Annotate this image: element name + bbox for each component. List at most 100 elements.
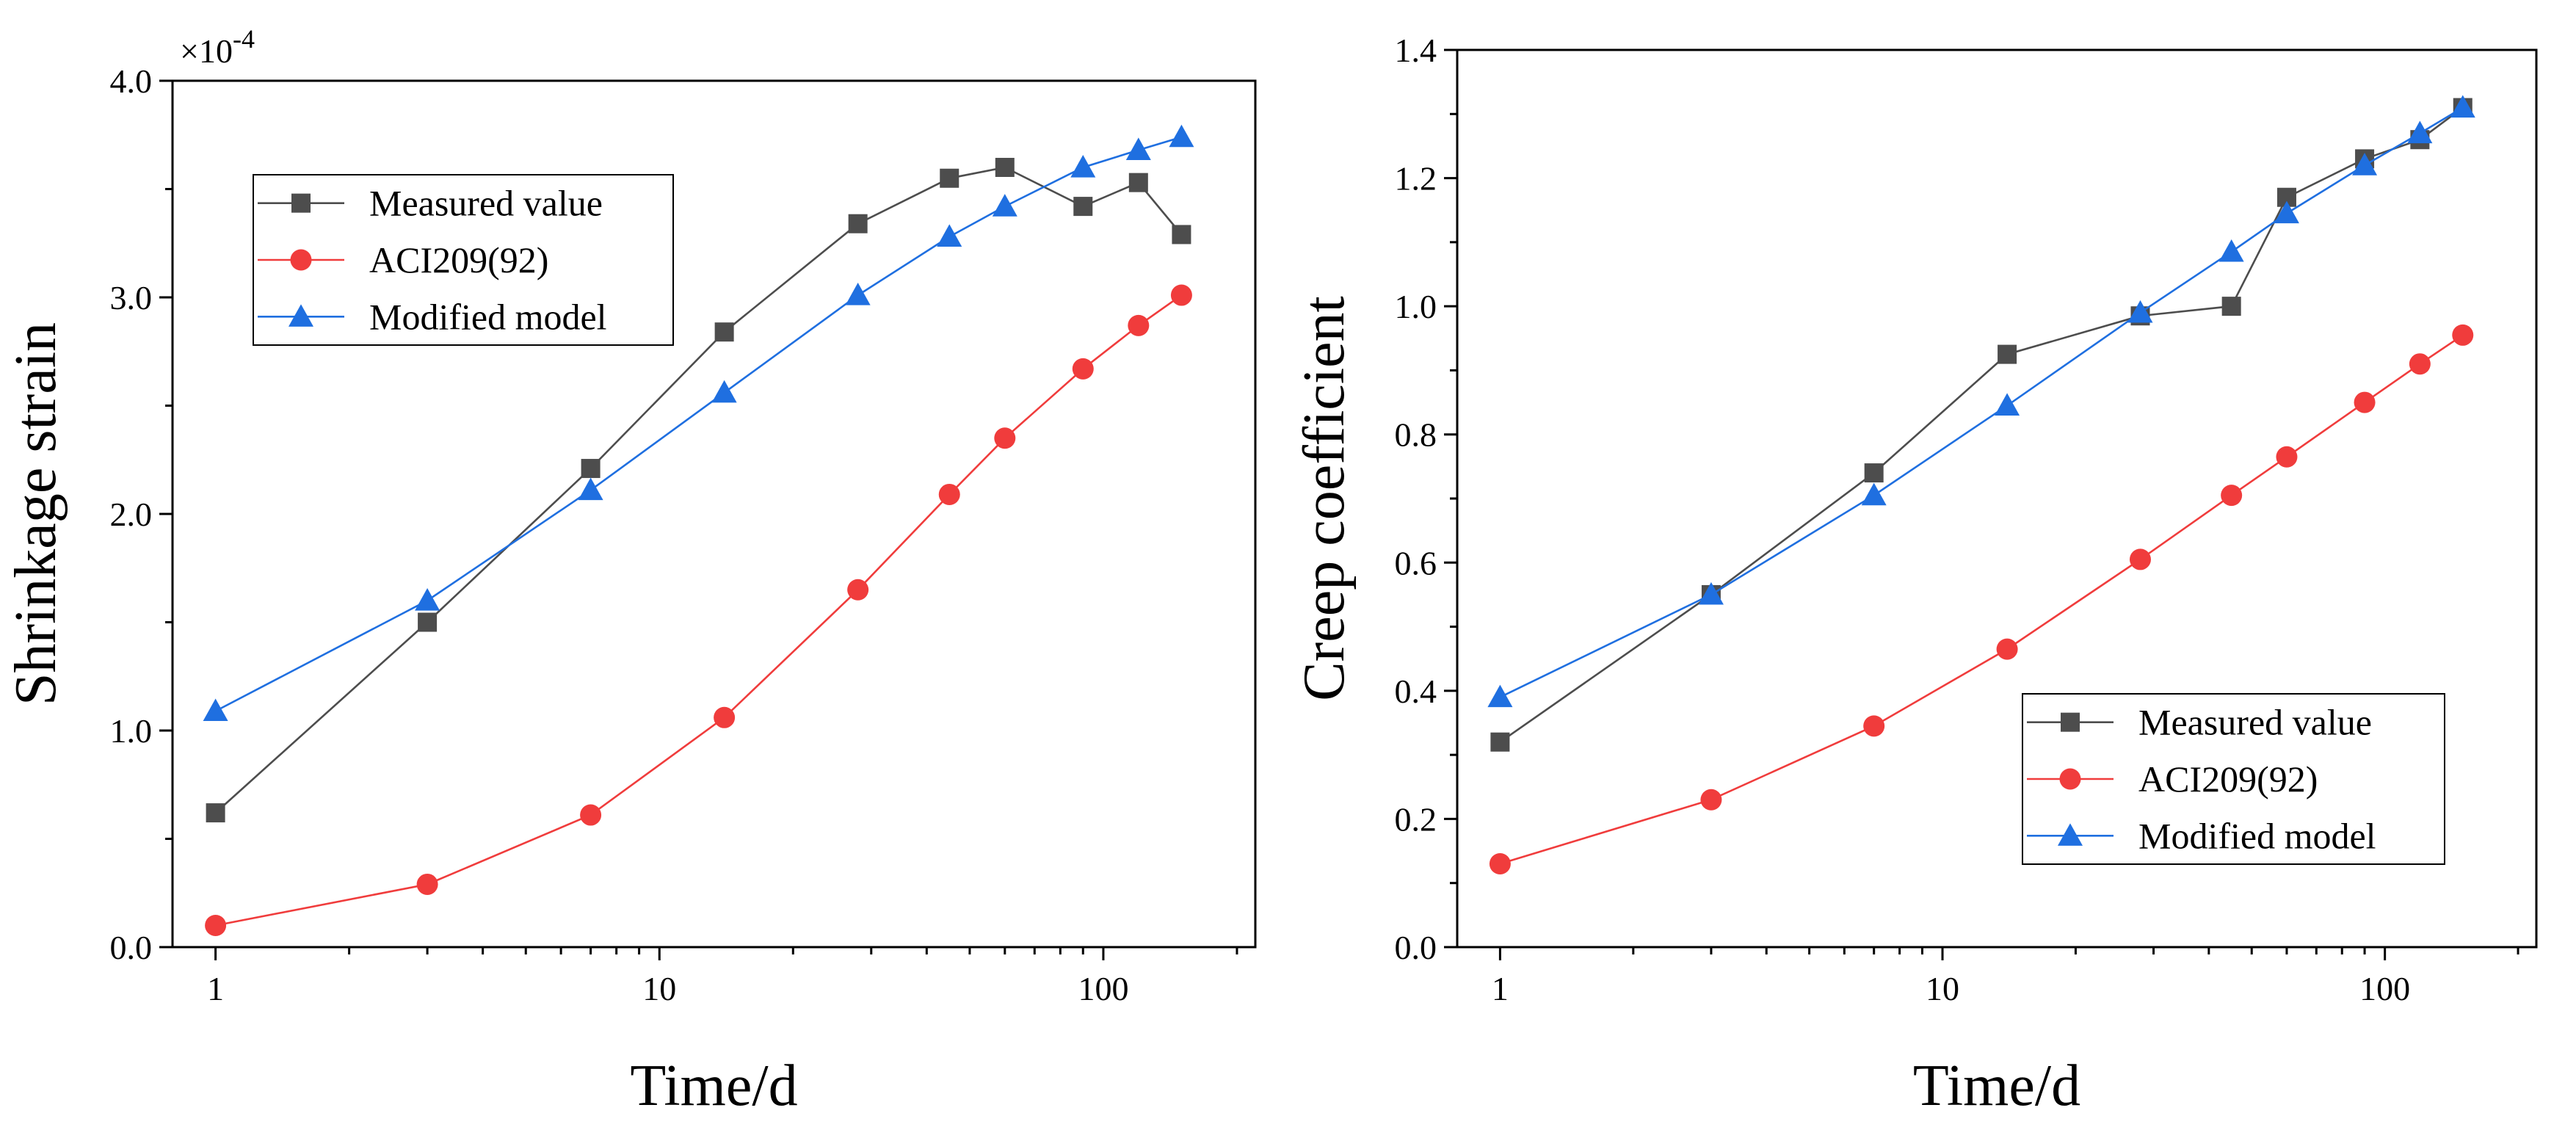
- legend-label: Measured value: [2138, 702, 2372, 743]
- x-tick-label: 1: [1492, 970, 1509, 1007]
- data-point: [2352, 153, 2378, 175]
- legend-marker: [291, 193, 311, 213]
- y-tick-label: 0.6: [1395, 544, 1437, 581]
- data-point: [1487, 684, 1513, 708]
- y-tick-label: 1.0: [1395, 288, 1437, 325]
- series-line: [1499, 106, 2464, 698]
- data-point: [415, 588, 440, 611]
- data-point: [1170, 284, 1192, 306]
- data-point: [1698, 581, 1724, 605]
- data-point: [995, 158, 1015, 177]
- data-point: [937, 224, 962, 247]
- legend-marker: [2061, 712, 2080, 732]
- legend-label: Measured value: [369, 183, 603, 224]
- legend-marker: [289, 304, 313, 327]
- data-point: [1070, 155, 1096, 178]
- data-point: [2409, 353, 2431, 375]
- data-point: [1996, 638, 2018, 660]
- data-point: [938, 483, 960, 505]
- legend-label: Modified model: [369, 296, 607, 337]
- data-point: [2450, 95, 2475, 118]
- data-point: [2452, 324, 2474, 346]
- creep-coefficient-chart: 1 10 100 0.0 0.2 0.4 0.6 0.8 1.0 1.2 1.4 Time/d Cree…: [1292, 32, 2538, 1118]
- data-point: [581, 459, 601, 479]
- x-tick-label: 100: [1078, 970, 1128, 1007]
- x-tick-label: 1: [207, 970, 224, 1007]
- data-point: [578, 477, 603, 501]
- data-point: [1861, 482, 1887, 506]
- data-point: [1125, 137, 1151, 160]
- data-point: [1995, 393, 2020, 416]
- data-point: [1128, 173, 1148, 192]
- data-point: [580, 804, 602, 826]
- legend-marker: [2058, 823, 2083, 846]
- y-tick-label: 0.4: [1395, 673, 1437, 710]
- y-axis-title: Shrinkage strain: [4, 322, 68, 706]
- data-point: [1169, 124, 1194, 148]
- data-point: [2218, 239, 2244, 262]
- data-point: [940, 168, 959, 188]
- x-tick-label: 10: [642, 970, 676, 1007]
- x-tick-label: 100: [2359, 970, 2410, 1007]
- y-tick-label: 1.2: [1395, 160, 1437, 198]
- data-point: [1864, 463, 1884, 483]
- y-tick-label: 0.0: [110, 929, 153, 966]
- data-point: [1073, 197, 1093, 217]
- data-point: [2127, 300, 2153, 323]
- data-point: [416, 873, 438, 895]
- data-point: [203, 698, 228, 722]
- data-point: [2221, 485, 2243, 507]
- data-point: [1072, 358, 1094, 380]
- legend-label: Modified model: [2138, 815, 2376, 856]
- series-line: [214, 136, 1182, 712]
- legend-marker: [290, 249, 312, 271]
- data-point: [2276, 446, 2298, 468]
- data-point: [2129, 548, 2151, 570]
- data-point: [848, 214, 868, 233]
- y-tick-label: 0.8: [1395, 416, 1437, 454]
- data-point: [1998, 344, 2017, 364]
- y-tick-label: 1.4: [1395, 32, 1437, 69]
- y-tick-label: 0.2: [1395, 800, 1437, 838]
- data-point: [2407, 120, 2433, 144]
- data-point: [714, 322, 734, 342]
- y-tick-label: 2.0: [110, 496, 153, 533]
- series-modified-model: [1487, 95, 2475, 708]
- data-point: [206, 803, 225, 823]
- data-point: [992, 194, 1017, 217]
- series-line: [1500, 334, 2464, 865]
- series-line: [215, 294, 1183, 927]
- y-tick-label: 4.0: [110, 62, 153, 100]
- series-aci209-92: [1489, 324, 2474, 875]
- y-axis-title: Creep coefficient: [1292, 296, 1357, 701]
- data-point: [1490, 732, 1510, 752]
- series-modified-model: [203, 124, 1194, 722]
- data-point: [714, 706, 736, 728]
- data-point: [1489, 853, 1511, 875]
- x-tick-label: 10: [1926, 970, 1959, 1007]
- data-point: [2221, 297, 2241, 316]
- data-point: [2274, 200, 2299, 224]
- data-point: [1128, 314, 1150, 336]
- x-axis-title: Time/d: [1913, 1054, 2080, 1118]
- legend-label: ACI209(92): [2138, 758, 2318, 800]
- y-tick-label: 3.0: [110, 279, 153, 316]
- x-axis-title: Time/d: [630, 1054, 797, 1118]
- data-point: [1863, 715, 1885, 737]
- legend: Measured value ACI209(92) Modified model: [2022, 693, 2445, 865]
- data-point: [418, 612, 438, 632]
- data-point: [994, 427, 1016, 449]
- series-aci209-92: [205, 284, 1192, 936]
- data-point: [847, 579, 869, 601]
- y-tick-label: 0.0: [1395, 929, 1437, 966]
- data-point: [1700, 789, 1722, 811]
- legend-label: ACI209(92): [369, 239, 548, 280]
- legend: Measured value ACI209(92) Modified model: [253, 174, 674, 346]
- data-point: [1172, 225, 1191, 244]
- data-point: [205, 915, 227, 936]
- data-point: [711, 380, 737, 403]
- data-point: [2354, 391, 2376, 413]
- legend-marker: [2059, 768, 2081, 790]
- data-point: [845, 283, 871, 305]
